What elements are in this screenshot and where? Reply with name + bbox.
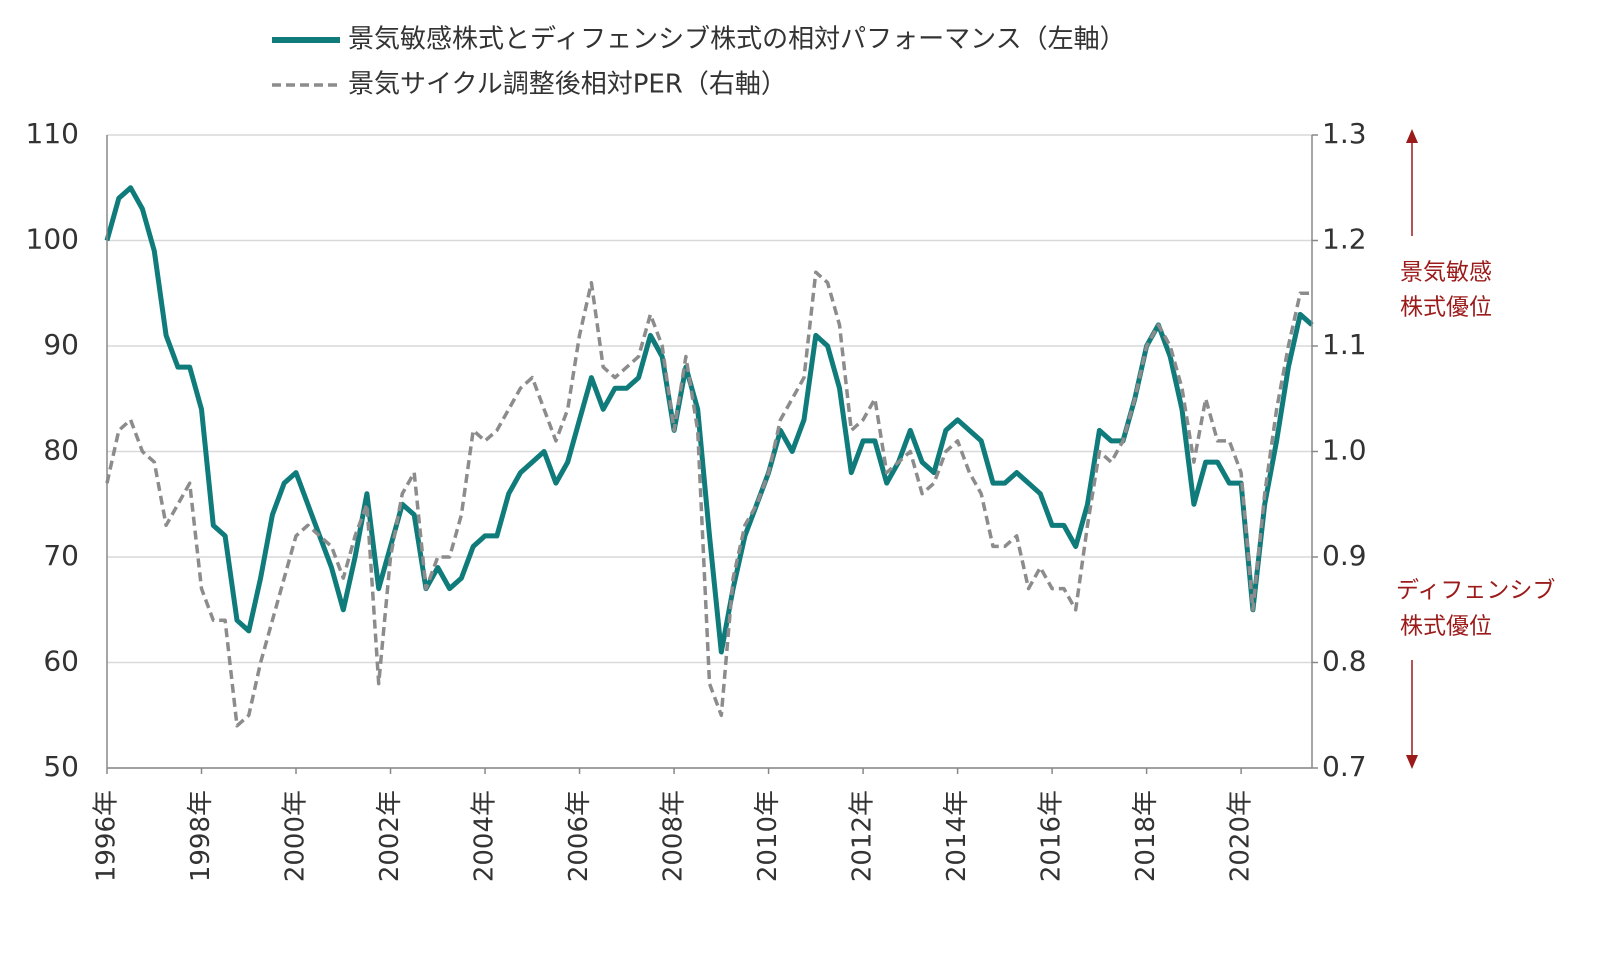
y-tick-label: 60 bbox=[43, 645, 79, 678]
y2-tick-label: 1.2 bbox=[1322, 223, 1367, 256]
y2-tick-label: 0.8 bbox=[1322, 645, 1367, 678]
x-tick-label: 2018年 bbox=[1131, 790, 1161, 882]
plot bbox=[104, 185, 1314, 728]
arrow-head bbox=[1406, 755, 1418, 769]
y-tick-label: 50 bbox=[43, 750, 79, 783]
x-tick-label: 1998年 bbox=[186, 790, 216, 882]
y-tick-label: 100 bbox=[26, 223, 79, 256]
y2-tick-label: 0.7 bbox=[1322, 750, 1367, 783]
x-tick-label: 2000年 bbox=[281, 790, 311, 882]
y-tick-label: 80 bbox=[43, 434, 79, 467]
x-tick-label: 2014年 bbox=[942, 790, 972, 882]
annotation: ディフェンシブ bbox=[1396, 578, 1555, 604]
annotation: 株式優位 bbox=[1400, 614, 1492, 640]
series-line bbox=[104, 185, 1314, 655]
annotation: 景気敏感 bbox=[1400, 260, 1492, 286]
series-line bbox=[105, 270, 1312, 728]
y2-tick-label: 1.0 bbox=[1322, 434, 1367, 467]
x-tick-label: 2020年 bbox=[1226, 790, 1256, 882]
x-tick-label: 1996年 bbox=[92, 790, 122, 882]
x-tick-label: 2008年 bbox=[659, 790, 689, 882]
y2-tick-label: 0.9 bbox=[1322, 539, 1367, 572]
legend-label: 景気敏感株式とディフェンシブ株式の相対パフォーマンス（左軸） bbox=[348, 25, 1126, 55]
y2-tick-label: 1.1 bbox=[1322, 328, 1367, 361]
x-tick-label: 2002年 bbox=[375, 790, 405, 882]
y2-tick-label: 1.3 bbox=[1322, 117, 1367, 150]
arrow-head bbox=[1406, 129, 1418, 143]
annotation: 株式優位 bbox=[1400, 295, 1492, 321]
x-tick-label: 2004年 bbox=[470, 790, 500, 882]
y-tick-label: 70 bbox=[43, 539, 79, 572]
y-tick-label: 110 bbox=[26, 117, 79, 150]
x-tick-label: 2010年 bbox=[753, 790, 783, 882]
y-tick-label: 90 bbox=[43, 328, 79, 361]
x-tick-label: 2006年 bbox=[564, 790, 594, 882]
x-tick-label: 2016年 bbox=[1037, 790, 1067, 882]
legend-label: 景気サイクル調整後相対PER（右軸） bbox=[348, 70, 787, 100]
x-tick-label: 2012年 bbox=[848, 790, 878, 882]
